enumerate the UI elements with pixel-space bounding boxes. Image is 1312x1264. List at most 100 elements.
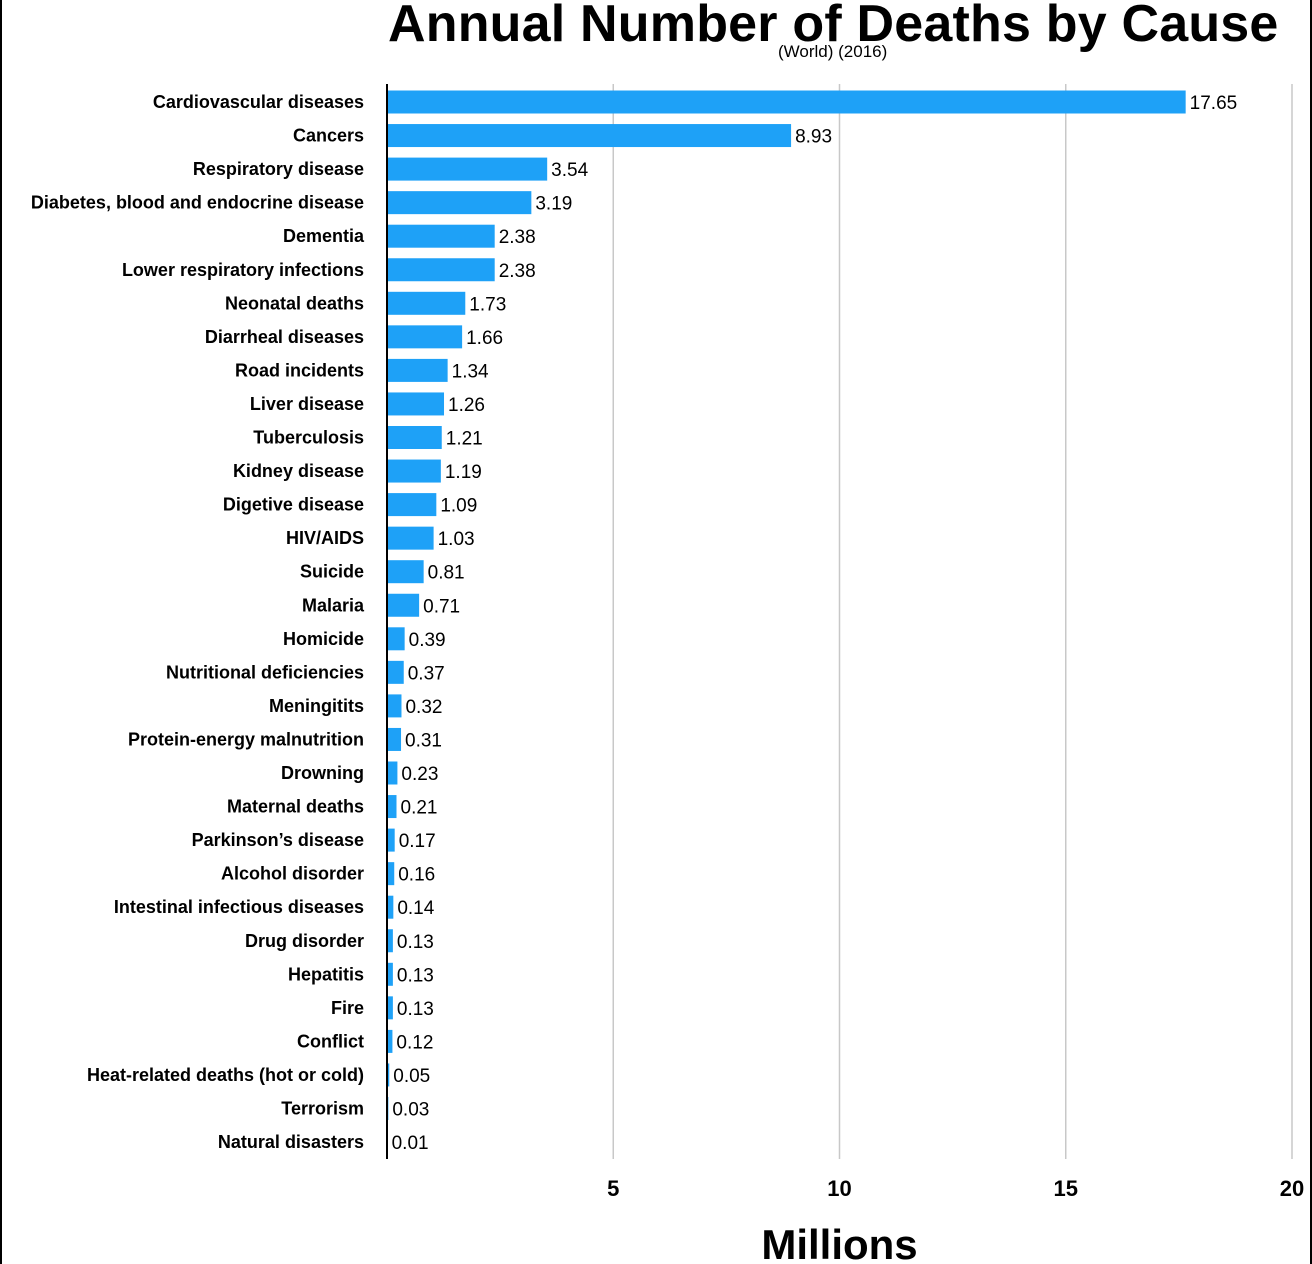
category-label: Liver disease xyxy=(250,394,364,414)
category-label: Heat-related deaths (hot or cold) xyxy=(87,1065,364,1085)
category-label: Fire xyxy=(331,998,364,1018)
bar xyxy=(387,90,1186,114)
bar xyxy=(387,593,420,617)
category-label: Malaria xyxy=(302,595,365,615)
category-label: Neonatal deaths xyxy=(225,293,364,313)
bar xyxy=(387,124,792,148)
category-label: HIV/AIDS xyxy=(286,528,364,548)
x-tick-label: 20 xyxy=(1280,1176,1304,1201)
chart-title: Annual Number of Deaths by Cause xyxy=(388,0,1279,53)
value-label: 0.14 xyxy=(397,898,434,919)
bar xyxy=(387,157,548,181)
category-label: Cancers xyxy=(293,126,364,146)
category-label: Diabetes, blood and endocrine disease xyxy=(31,193,364,213)
frame-left-border xyxy=(0,0,2,1264)
value-label: 0.39 xyxy=(409,630,446,651)
bar xyxy=(387,459,441,483)
value-label: 1.03 xyxy=(438,529,475,550)
value-label: 0.32 xyxy=(405,697,442,718)
category-label: Parkinson’s disease xyxy=(192,830,364,850)
category-label: Terrorism xyxy=(281,1099,364,1119)
value-label: 0.05 xyxy=(393,1066,430,1087)
value-label: 0.16 xyxy=(398,865,435,886)
category-label: Tuberculosis xyxy=(253,428,364,448)
category-label: Protein-energy malnutrition xyxy=(128,729,364,749)
value-label: 0.13 xyxy=(397,932,434,953)
bar xyxy=(387,224,495,248)
category-label: Natural disasters xyxy=(218,1132,364,1152)
bar xyxy=(387,1029,393,1053)
value-label: 1.09 xyxy=(440,496,477,517)
category-label: Alcohol disorder xyxy=(221,864,364,884)
bar xyxy=(387,862,395,886)
value-label: 1.26 xyxy=(448,395,485,416)
bar xyxy=(387,358,448,382)
category-label: Intestinal infectious diseases xyxy=(114,897,364,917)
category-label: Lower respiratory infections xyxy=(122,260,364,280)
value-label: 0.13 xyxy=(397,999,434,1020)
value-label: 1.19 xyxy=(445,462,482,483)
bar xyxy=(387,996,393,1020)
x-axis-label: Millions xyxy=(761,1221,917,1264)
category-label: Homicide xyxy=(283,629,364,649)
category-label: Hepatitis xyxy=(288,964,364,984)
bar xyxy=(387,694,402,718)
bar xyxy=(387,325,463,349)
value-label: 0.13 xyxy=(397,965,434,986)
value-label: 0.71 xyxy=(423,596,460,617)
bar xyxy=(387,761,398,785)
value-label: 1.34 xyxy=(452,361,489,382)
frame-right-border xyxy=(1310,0,1312,1264)
value-label: 8.93 xyxy=(795,127,832,148)
bar xyxy=(387,560,424,584)
bar xyxy=(387,828,395,852)
value-label: 3.54 xyxy=(551,160,588,181)
bar xyxy=(387,426,442,449)
value-label: 0.01 xyxy=(392,1133,429,1154)
bar xyxy=(387,392,445,416)
bar xyxy=(387,191,532,215)
value-label: 1.73 xyxy=(469,294,506,315)
value-label: 17.65 xyxy=(1190,93,1238,114)
bar xyxy=(387,929,393,953)
category-label: Nutritional deficiencies xyxy=(166,662,364,682)
bar xyxy=(387,1063,390,1087)
category-label: Respiratory disease xyxy=(193,159,364,179)
bar xyxy=(387,727,402,751)
value-label: 0.31 xyxy=(405,730,442,751)
value-label: 0.23 xyxy=(401,764,438,785)
x-tick-label: 5 xyxy=(607,1176,619,1201)
bar xyxy=(387,291,466,315)
x-tick-label: 15 xyxy=(1054,1176,1078,1201)
value-label: 1.66 xyxy=(466,328,503,349)
value-label: 0.21 xyxy=(401,798,438,819)
bar xyxy=(387,526,434,550)
value-label: 0.12 xyxy=(396,1032,433,1053)
category-label: Drug disorder xyxy=(245,931,364,951)
category-label: Suicide xyxy=(300,562,364,582)
value-label: 2.38 xyxy=(499,227,536,248)
value-label: 0.37 xyxy=(408,663,445,684)
value-label: 0.81 xyxy=(428,563,465,584)
category-label: Conflict xyxy=(297,1031,364,1051)
value-label: 3.19 xyxy=(535,194,572,215)
chart-subtitle: (World) (2016) xyxy=(778,42,888,61)
value-label: 0.03 xyxy=(392,1100,429,1121)
bar xyxy=(387,660,404,684)
bar xyxy=(387,795,397,819)
bar xyxy=(387,258,495,282)
category-label: Road incidents xyxy=(235,360,364,380)
value-label: 1.21 xyxy=(446,429,483,450)
category-label: Diarrheal diseases xyxy=(205,327,364,347)
bar xyxy=(387,962,393,986)
category-label: Cardiovascular diseases xyxy=(153,92,364,112)
category-label: Maternal deaths xyxy=(227,797,364,817)
bar xyxy=(387,895,394,919)
category-label: Dementia xyxy=(283,226,365,246)
category-label: Drowning xyxy=(281,763,364,783)
category-label: Meningitits xyxy=(269,696,364,716)
bar xyxy=(387,493,437,517)
value-label: 2.38 xyxy=(499,261,536,282)
category-label: Kidney disease xyxy=(233,461,364,481)
